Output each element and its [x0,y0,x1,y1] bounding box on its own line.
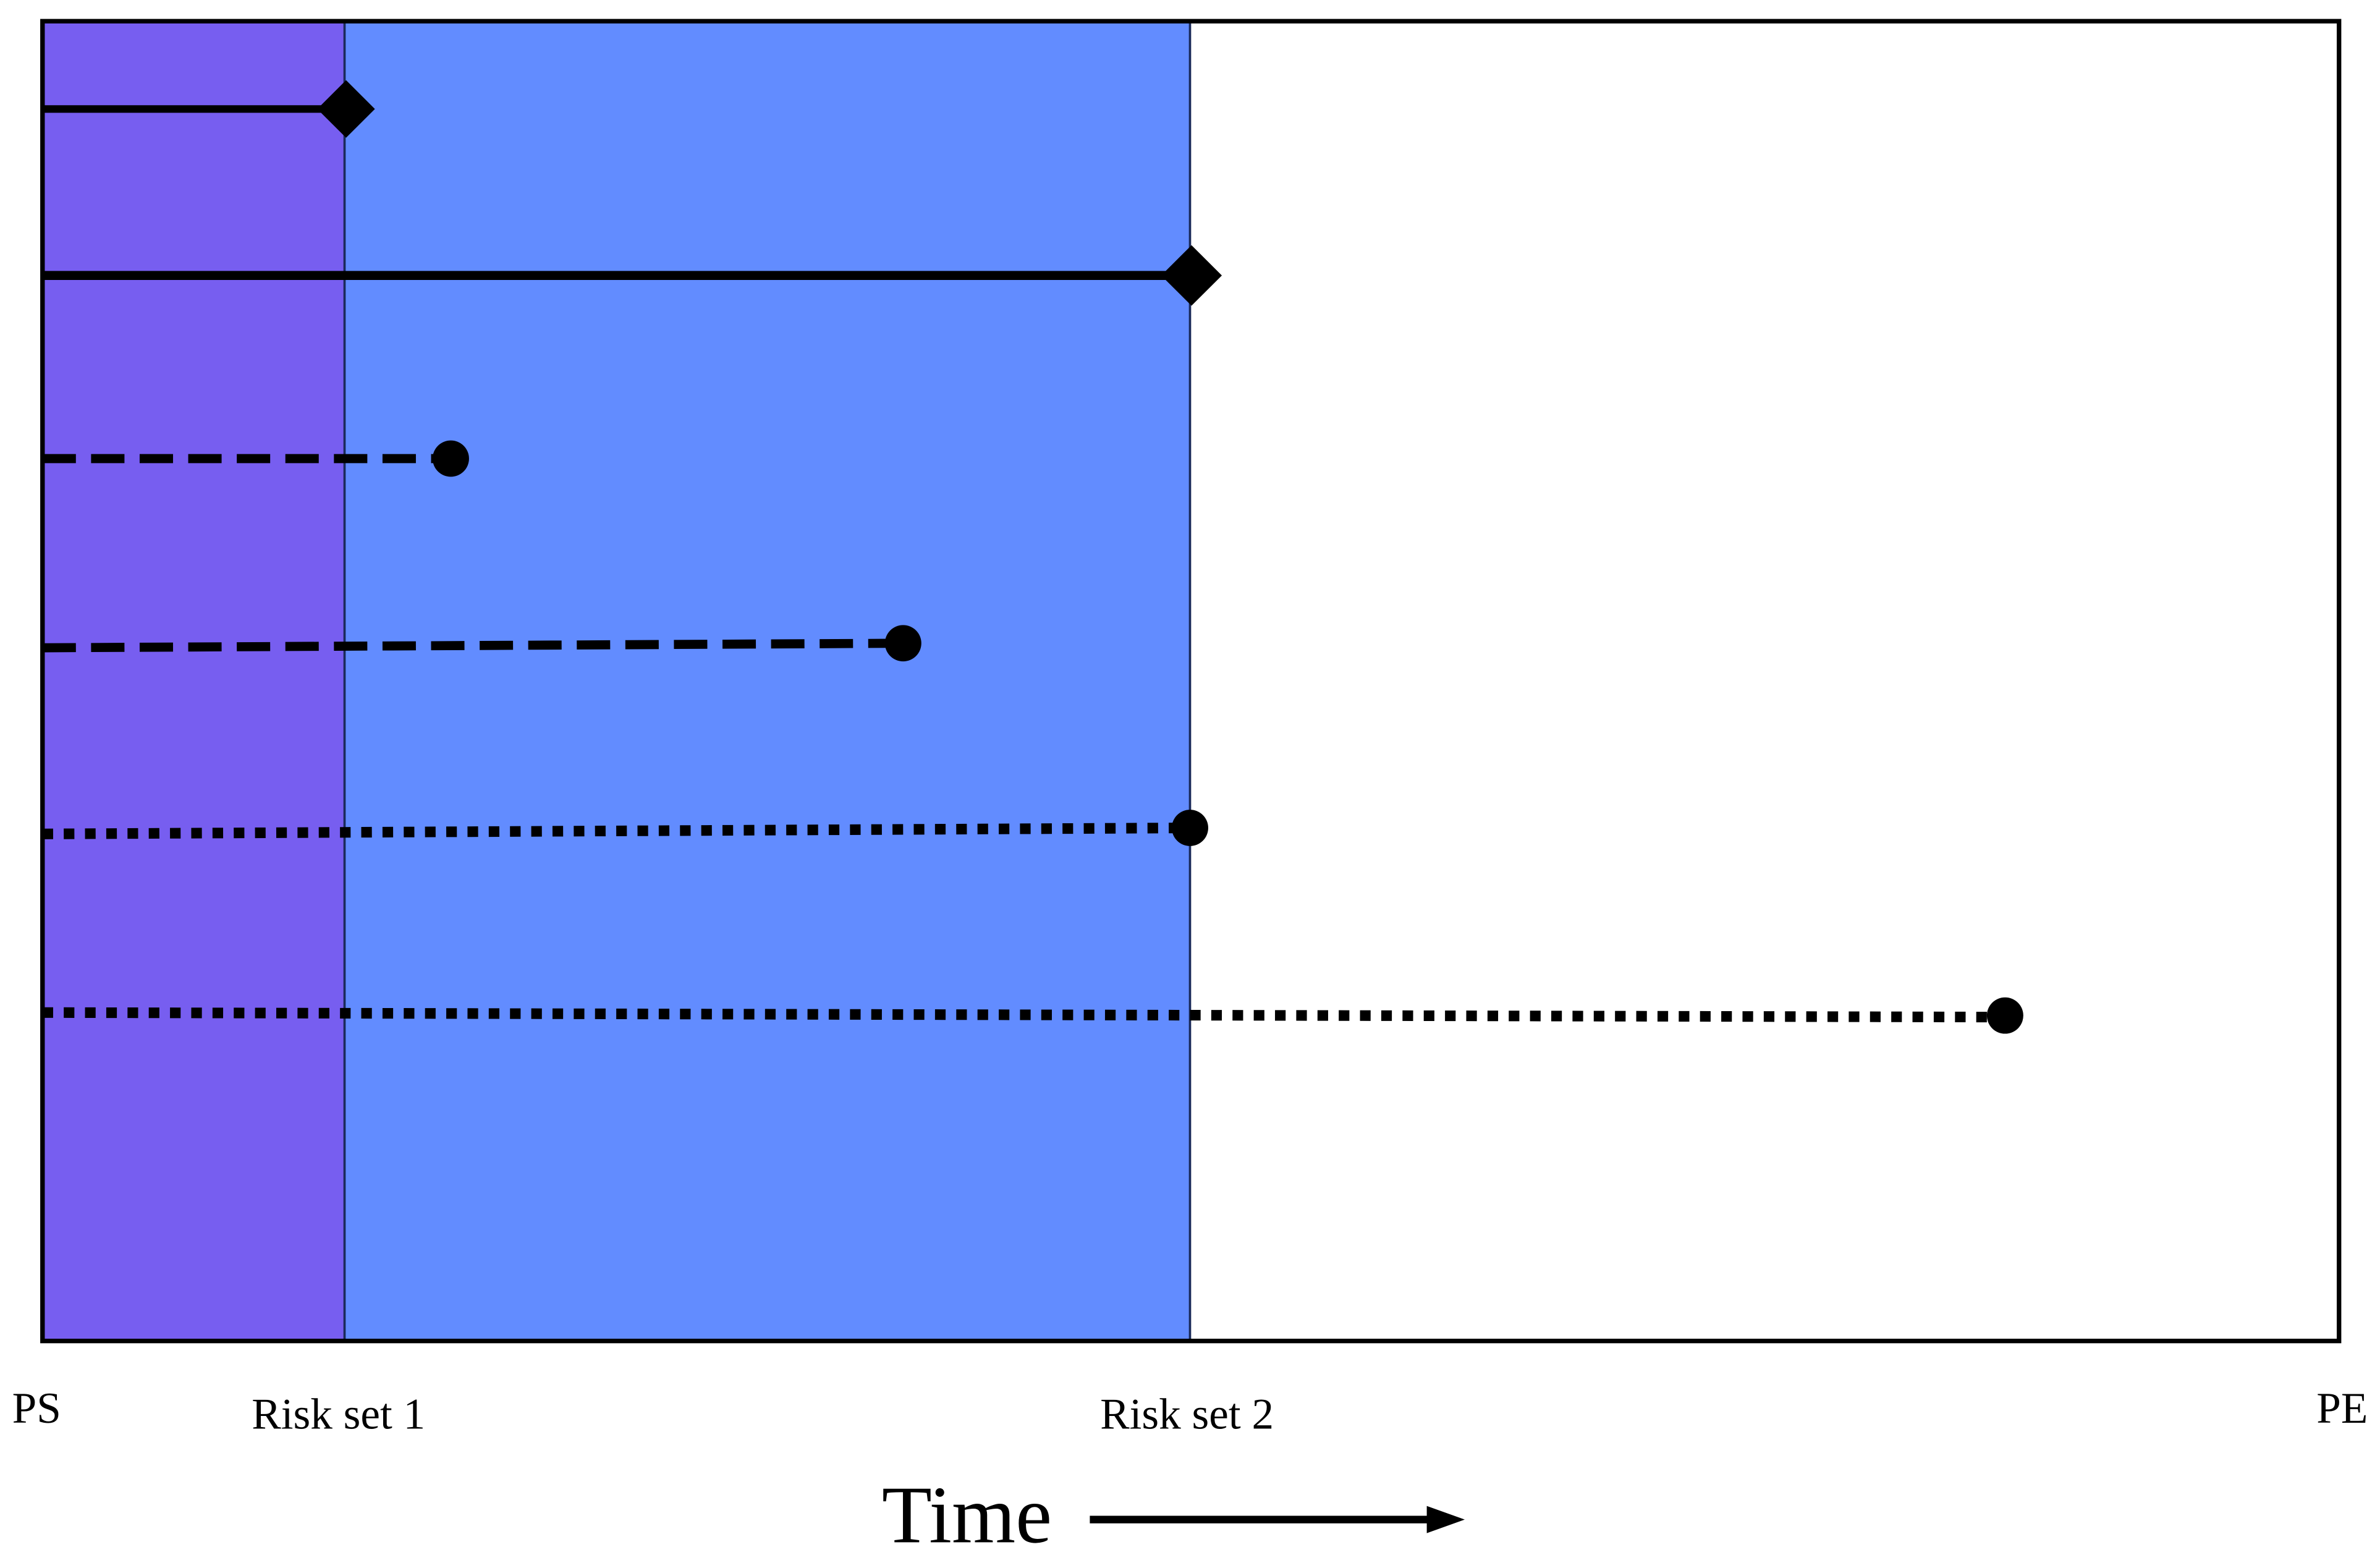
frame [40,19,2342,1344]
subject-line [42,822,1190,839]
time-label: Time [882,1470,1052,1561]
risk-set-label: Risk set 2 [1100,1391,1274,1439]
event-diamond [317,80,375,138]
censor-dot [432,440,469,477]
time-arrow-head [1426,1506,1465,1533]
censor-dot [884,625,921,662]
start-label: PS [12,1384,61,1433]
risk-set-label: Risk set 1 [252,1391,425,1439]
risk-region-2 [344,21,1190,1341]
censor-dot [1172,810,1208,846]
subject-line [42,1007,2005,1023]
risk-region-1 [42,21,345,1341]
censor-dot [1986,997,2023,1034]
end-label: PE [2316,1384,2368,1433]
